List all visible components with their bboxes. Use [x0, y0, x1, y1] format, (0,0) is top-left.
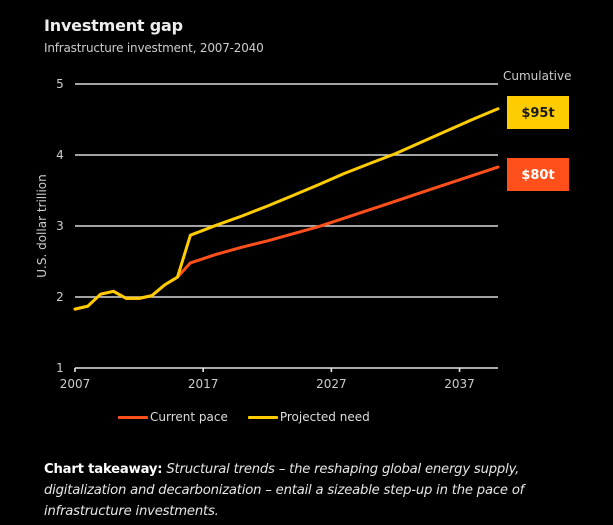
- legend-item-projected-need: Projected need: [247, 410, 370, 424]
- cumulative-box-projected-need: [507, 96, 569, 129]
- series-line-projected-need: [73, 107, 500, 311]
- cumulative-header: Cumulative: [503, 69, 572, 83]
- legend-label-current-pace: Current pace: [150, 410, 228, 424]
- x-tick-label: 2007: [60, 377, 91, 391]
- x-tick-label: 2017: [188, 377, 219, 391]
- takeaway-text: Structural trends – the reshaping global…: [44, 462, 525, 519]
- chart-subtitle: Infrastructure investment, 2007-2040: [44, 41, 264, 55]
- y-tick-label: 3: [56, 219, 64, 233]
- cumulative-label-projected-need: $95t: [521, 106, 554, 121]
- y-axis-label: U.S. dollar trillion: [35, 174, 49, 278]
- grid-layer: [75, 83, 498, 298]
- series-line-current-pace: [73, 165, 500, 311]
- chart-takeaway: Chart takeaway: Structural trends – the …: [44, 459, 574, 522]
- y-tick-label: 5: [56, 77, 64, 91]
- y-tick-label: 2: [56, 290, 64, 304]
- y-tick-label: 4: [56, 148, 64, 162]
- legend-swatch-current-pace: [118, 415, 148, 419]
- x-tick-label: 2037: [444, 377, 475, 391]
- legend-swatch-projected-need: [247, 415, 278, 419]
- x-tick-label: 2027: [316, 377, 347, 391]
- legend: Current pace Projected need: [118, 410, 390, 424]
- y-tick-label: 1: [56, 361, 64, 375]
- annotation-layer: $80t $95t: [507, 96, 569, 191]
- chart-title: Investment gap: [44, 16, 183, 35]
- cumulative-label-current-pace: $80t: [521, 168, 554, 183]
- series-layer: [73, 107, 500, 311]
- legend-item-current-pace: Current pace: [118, 410, 228, 424]
- axis-layer: 1 2 3 4 5 2007 2017 2027 2037: [56, 77, 498, 391]
- takeaway-label: Chart takeaway:: [44, 462, 163, 477]
- legend-label-projected-need: Projected need: [279, 410, 370, 424]
- cumulative-box-current-pace: [507, 158, 569, 191]
- line-chart: 1 2 3 4 5 2007 2017 2027 2037 $80t $95t U.S. doll…: [35, 69, 572, 391]
